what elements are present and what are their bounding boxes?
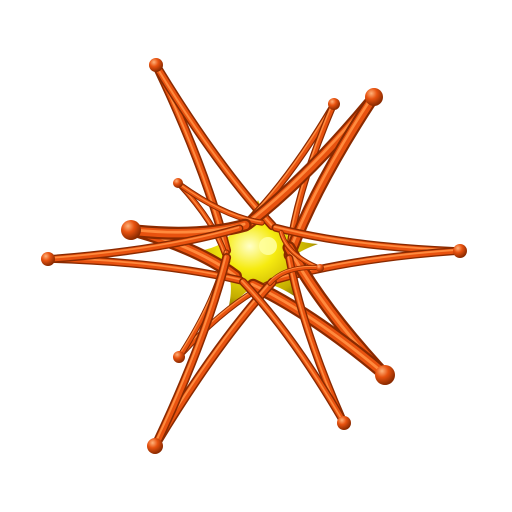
core-highlight	[259, 237, 277, 255]
spike-5-tube-1	[49, 225, 242, 262]
spike-tip-balls	[41, 58, 467, 454]
core-body	[194, 200, 318, 310]
spike-5-tip-ball	[41, 252, 55, 266]
spike-7-tip-ball	[173, 351, 185, 363]
spike-10-tube-1-highlight	[241, 279, 342, 420]
spike-3-tube-1-highlight	[178, 183, 262, 223]
orange-spikes	[48, 64, 460, 447]
spike-11-tube-1	[268, 265, 320, 285]
spike-11-tip-ball	[316, 264, 324, 272]
spike-10-tip-ball	[337, 416, 351, 430]
spike-9-tube-1	[154, 254, 230, 445]
spike-2-tube-1-highlight	[287, 99, 372, 256]
yellow-core	[194, 200, 318, 310]
spike-2-tube-1	[285, 97, 375, 259]
spike-8-tip-ball	[375, 365, 395, 385]
spike-2-tip-ball	[365, 88, 383, 106]
spike-6-tube-0-highlight	[273, 225, 456, 251]
spike-3-tip-ball	[173, 178, 183, 188]
spike-9-tip-ball	[147, 438, 163, 454]
spike-0-tip-ball	[149, 58, 163, 72]
spike-9-tube-1-highlight	[155, 255, 227, 442]
spike-11-tube-0-highlight	[279, 231, 318, 268]
spike-4-tip-ball	[121, 220, 141, 240]
spike-6-tip-ball	[453, 244, 467, 258]
spike-5-tube-1-highlight	[50, 226, 240, 259]
spike-1-tip-ball	[328, 98, 340, 110]
spike-11-tube-1-highlight	[268, 265, 318, 283]
